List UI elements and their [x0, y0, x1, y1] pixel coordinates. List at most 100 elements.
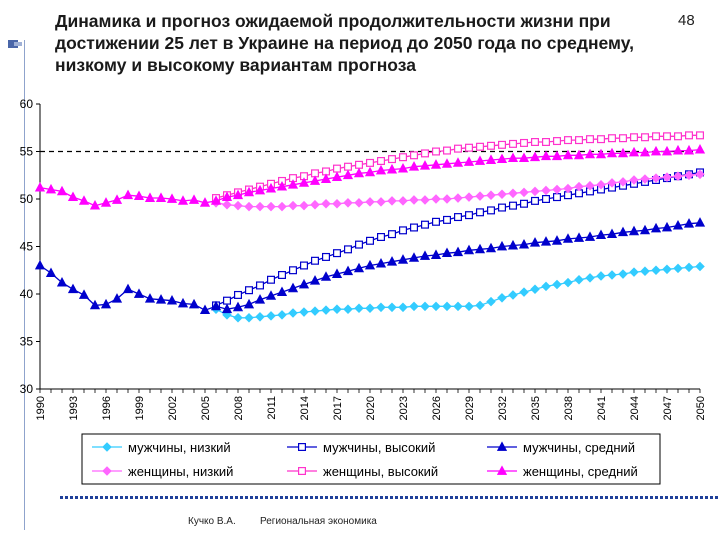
data-point	[377, 233, 386, 242]
data-point	[321, 305, 331, 315]
data-point	[343, 304, 353, 314]
data-point	[452, 246, 464, 257]
x-tick-label: 2020	[365, 396, 377, 420]
data-point	[661, 221, 673, 232]
data-point	[78, 289, 90, 299]
data-point	[519, 287, 529, 297]
data-point	[67, 191, 79, 201]
data-point	[541, 138, 550, 147]
data-point	[310, 306, 320, 316]
data-point	[584, 148, 596, 159]
data-point	[596, 271, 606, 281]
data-point	[541, 195, 550, 204]
data-point	[629, 175, 639, 185]
data-point	[552, 137, 561, 146]
data-point	[331, 268, 343, 278]
data-point	[133, 190, 145, 201]
x-tick-label: 1993	[68, 396, 80, 420]
x-tick-label: 2005	[200, 396, 212, 420]
data-point	[300, 261, 309, 270]
data-point	[266, 201, 276, 212]
y-tick-label: 45	[20, 240, 34, 254]
data-point	[254, 184, 266, 195]
data-point	[474, 243, 486, 254]
data-point	[353, 262, 365, 273]
data-point	[508, 290, 518, 300]
data-point	[651, 173, 661, 183]
data-point	[254, 294, 266, 304]
data-point	[276, 286, 288, 297]
data-point	[388, 155, 397, 164]
data-point	[265, 182, 277, 193]
data-point	[509, 201, 518, 210]
data-point	[397, 162, 409, 173]
y-tick-label: 40	[20, 287, 34, 301]
data-point	[233, 200, 243, 211]
data-point	[354, 303, 364, 314]
data-point	[365, 303, 375, 314]
x-tick-label: 2026	[431, 396, 443, 420]
data-point	[223, 296, 232, 305]
data-point	[342, 169, 354, 180]
data-point	[607, 270, 617, 280]
data-point	[498, 140, 507, 149]
data-point	[672, 219, 684, 230]
data-point	[309, 275, 321, 285]
data-point	[277, 201, 287, 212]
data-point	[562, 233, 574, 243]
data-point	[496, 240, 508, 251]
data-point	[584, 231, 596, 241]
page-number: 48	[678, 12, 695, 29]
data-point	[353, 167, 365, 178]
data-point	[563, 136, 572, 145]
data-point	[487, 141, 496, 150]
data-point	[541, 281, 551, 292]
data-point	[486, 190, 496, 200]
data-point	[673, 132, 682, 141]
data-point	[278, 271, 287, 280]
data-point	[410, 223, 419, 232]
x-tick-label: 2047	[662, 396, 674, 420]
legend-swatch-marker	[298, 467, 307, 476]
slide-side-rule	[24, 40, 25, 530]
data-point	[155, 192, 167, 202]
data-point	[375, 164, 387, 175]
data-point	[210, 195, 222, 205]
data-point	[419, 250, 431, 260]
legend-label: мужчины, низкий	[128, 440, 231, 455]
data-point	[640, 133, 649, 142]
data-point	[487, 206, 496, 215]
x-tick-label: 1999	[134, 396, 146, 420]
data-point	[640, 266, 650, 276]
data-point	[388, 230, 397, 239]
data-point	[166, 295, 178, 305]
data-point	[596, 135, 605, 144]
data-point	[408, 161, 420, 171]
data-point	[695, 131, 704, 140]
data-point	[452, 157, 464, 167]
data-point	[606, 228, 618, 239]
legend-swatch-marker	[102, 466, 112, 476]
data-point	[244, 201, 254, 212]
data-point	[485, 154, 497, 164]
x-tick-label: 2044	[629, 396, 641, 420]
data-point	[518, 152, 530, 163]
data-point	[476, 208, 485, 217]
data-point	[177, 297, 189, 308]
data-point	[122, 189, 134, 200]
data-point	[441, 247, 453, 258]
x-tick-label: 2038	[563, 396, 575, 420]
legend-label: мужчины, высокий	[323, 440, 435, 455]
data-point	[221, 191, 233, 201]
data-point	[454, 144, 463, 153]
data-point	[443, 146, 452, 155]
data-point	[497, 189, 507, 200]
data-point	[222, 199, 232, 210]
data-point	[133, 288, 145, 298]
data-point	[322, 252, 331, 261]
data-point	[310, 199, 320, 210]
footer-author: Кучко В.А.	[188, 516, 236, 527]
y-tick-label: 55	[20, 145, 34, 159]
data-point	[199, 197, 211, 207]
